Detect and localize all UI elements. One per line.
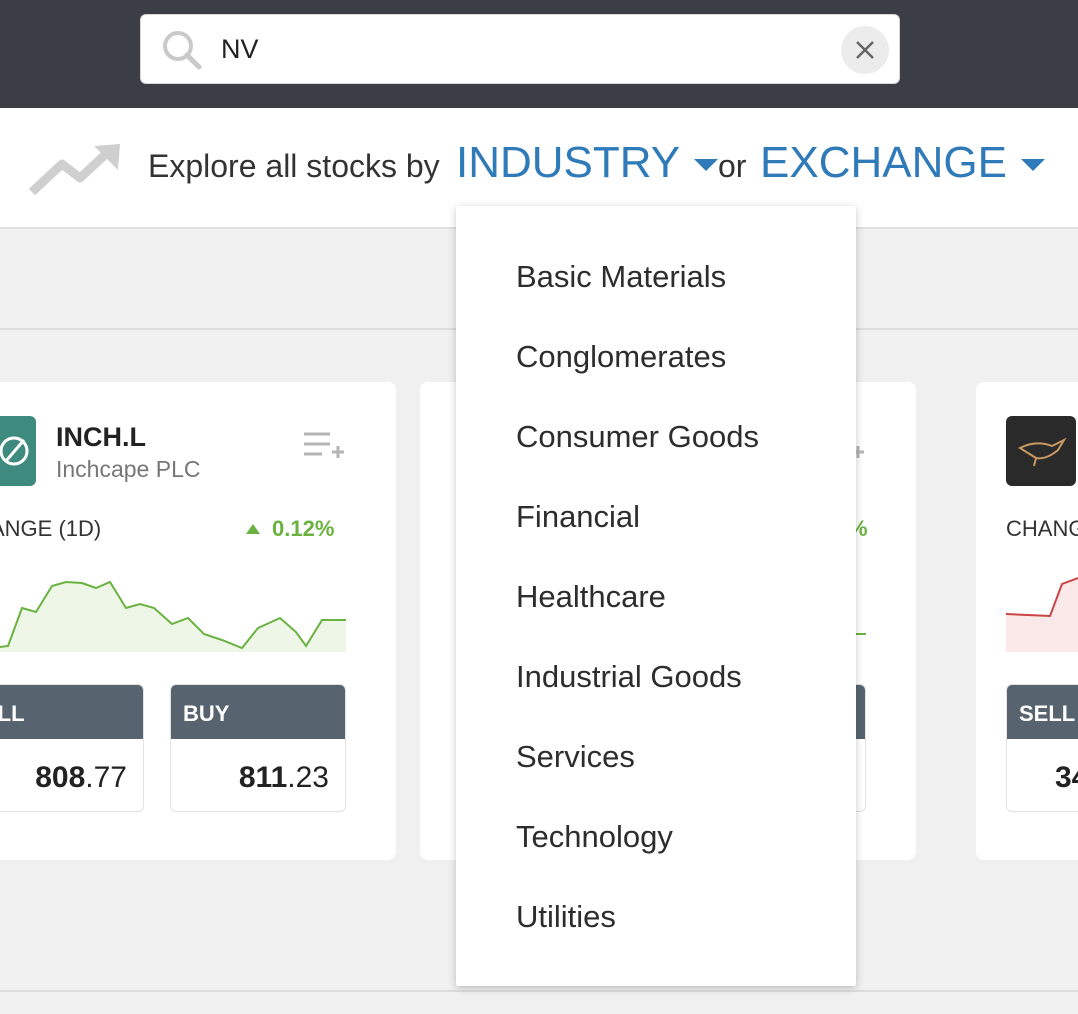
caret-down-icon: [1020, 159, 1045, 171]
company-logo: [1006, 416, 1076, 486]
menu-item-utilities[interactable]: Utilities: [516, 899, 616, 934]
sell-price: 808.77: [35, 761, 127, 794]
menu-item-consumer-goods[interactable]: Consumer Goods: [516, 419, 759, 454]
menu-item-healthcare[interactable]: Healthcare: [516, 579, 666, 614]
change-label: CHANG: [1006, 516, 1078, 541]
add-to-watchlist-icon[interactable]: [302, 430, 346, 464]
menu-item-conglomerates[interactable]: Conglomerates: [516, 339, 727, 374]
exchange-label: EXCHANGE: [760, 138, 1007, 187]
sparkline-chart: [1006, 577, 1078, 652]
buy-price: 811.23: [238, 761, 329, 794]
bottom-divider: [0, 990, 1078, 992]
menu-item-industrial-goods[interactable]: Industrial Goods: [516, 659, 742, 694]
logo-icon: [0, 436, 29, 466]
buy-label: BUY: [171, 685, 345, 739]
company-logo: [0, 416, 36, 486]
search-input[interactable]: [221, 25, 861, 73]
menu-item-financial[interactable]: Financial: [516, 499, 641, 534]
industry-menu: Basic Materials Conglomerates Consumer G…: [456, 206, 856, 986]
menu-item-basic-materials[interactable]: Basic Materials: [516, 259, 727, 294]
bird-logo-icon: [1017, 437, 1067, 467]
or-text: or: [718, 148, 747, 184]
sell-price: 34: [1055, 761, 1078, 794]
stock-card-inch[interactable]: INCH.L Inchcape PLC ANGE (1D) 0.12% ELL …: [0, 382, 396, 860]
sell-label: ELL: [0, 685, 143, 739]
sparkline-chart: [850, 633, 866, 635]
ticker-symbol: INCH.L: [56, 422, 146, 452]
sell-button[interactable]: SELL 34: [1006, 684, 1078, 812]
search-icon: [163, 31, 202, 70]
industry-dropdown[interactable]: INDUSTRY: [456, 138, 719, 188]
close-icon: [856, 41, 874, 59]
change-percent: 0.12%: [272, 516, 335, 541]
caret-down-icon: [694, 159, 719, 171]
clear-search-button[interactable]: [841, 26, 889, 74]
trend-arrow-icon: [28, 144, 120, 196]
up-arrow-icon: [246, 524, 260, 534]
change-label: ANGE (1D): [0, 516, 102, 541]
company-name: Inchcape PLC: [56, 456, 201, 482]
buy-button[interactable]: BUY 811.23: [170, 684, 346, 812]
search-box[interactable]: [140, 14, 900, 84]
sell-button[interactable]: ELL 808.77: [0, 684, 144, 812]
explore-prefix: Explore all stocks by: [148, 148, 440, 184]
exchange-dropdown[interactable]: EXCHANGE: [760, 138, 1045, 188]
top-bar: [0, 0, 1078, 108]
menu-item-services[interactable]: Services: [516, 739, 635, 774]
industry-label: INDUSTRY: [456, 138, 681, 187]
menu-item-technology[interactable]: Technology: [516, 819, 673, 854]
sell-label: SELL: [1007, 685, 1078, 739]
sparkline-chart: [0, 580, 346, 652]
stock-card-3[interactable]: CHANG SELL 34: [976, 382, 1078, 860]
change-value: 0.12%: [246, 516, 334, 542]
